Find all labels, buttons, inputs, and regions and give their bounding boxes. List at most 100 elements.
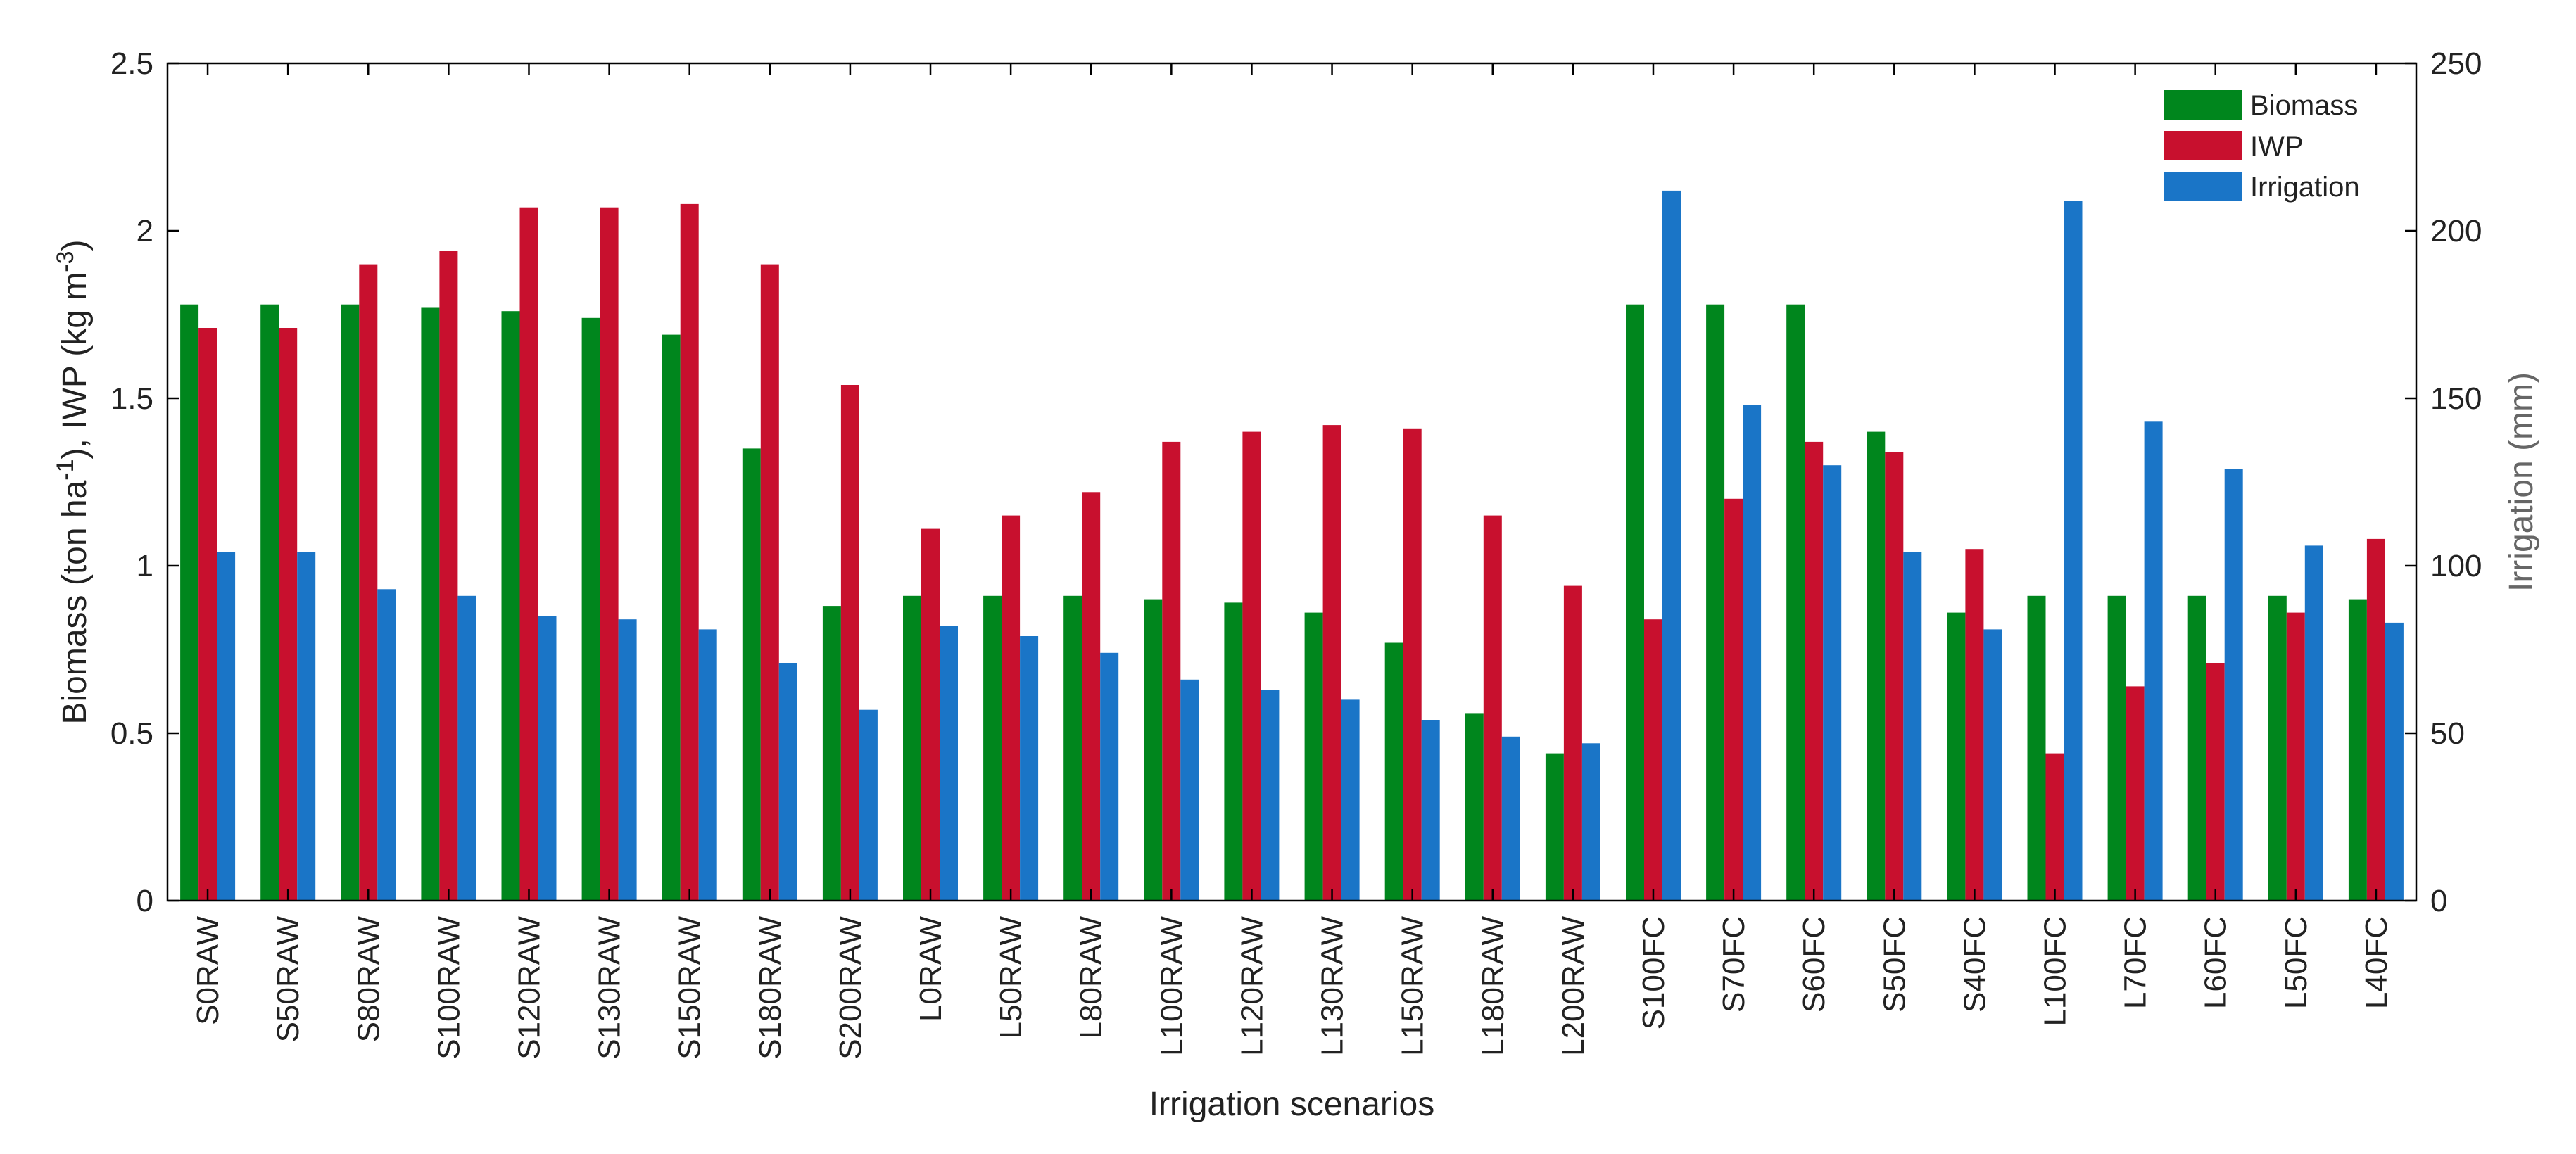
right-tick-label: 250 [2430, 46, 2482, 81]
bar-biomass-l150raw [1384, 642, 1403, 901]
left-tick-label: 1.5 [111, 381, 153, 416]
bar-irrigation-s100fc [1662, 190, 1681, 901]
bar-irrigation-s120raw [538, 616, 557, 901]
legend-swatch-iwp [2164, 131, 2242, 160]
bar-biomass-l50fc [2268, 595, 2287, 901]
bar-biomass-l120raw [1224, 602, 1243, 901]
bar-iwp-l150raw [1403, 428, 1422, 901]
bar-biomass-l180raw [1465, 713, 1484, 901]
bar-iwp-l100raw [1162, 441, 1181, 901]
category-label: S40FC [1957, 916, 1992, 1013]
bar-irrigation-l100raw [1180, 679, 1199, 901]
bar-irrigation-s180raw [778, 663, 797, 901]
bar-biomass-l100raw [1144, 599, 1163, 901]
right-tick-label: 50 [2430, 716, 2465, 751]
category-label: S130RAW [593, 916, 627, 1060]
bar-iwp-s120raw [519, 207, 538, 901]
bar-iwp-l70fc [2126, 686, 2145, 901]
bar-biomass-l70fc [2107, 595, 2126, 901]
category-label: S60FC [1797, 916, 1831, 1013]
bar-biomass-l50raw [983, 595, 1002, 901]
legend-label-irrigation: Irrigation [2250, 172, 2360, 203]
bar-irrigation-l40fc [2385, 622, 2404, 901]
category-label: S50FC [1877, 916, 1912, 1013]
category-label: L100RAW [1154, 916, 1189, 1056]
legend: Biomass IWP Irrigation [2164, 90, 2360, 203]
category-label: L0RAW [914, 916, 948, 1022]
bar-biomass-s40fc [1947, 612, 1966, 901]
bar-iwp-l50raw [1002, 515, 1021, 901]
bar-iwp-s150raw [680, 203, 699, 901]
legend-swatch-irrigation [2164, 172, 2242, 201]
bar-iwp-s180raw [760, 264, 779, 901]
right-tick-label: 200 [2430, 214, 2482, 248]
bar-iwp-s50fc [1885, 452, 1904, 901]
left-tick-label: 1 [137, 549, 153, 583]
bar-biomass-s0raw [180, 304, 199, 901]
category-label: S100RAW [431, 916, 466, 1060]
bar-iwp-s100fc [1644, 619, 1662, 901]
bar-irrigation-s100raw [457, 595, 476, 901]
bar-biomass-l100fc [2027, 595, 2046, 901]
bar-biomass-s50raw [260, 304, 279, 901]
category-label: L70FC [2119, 916, 2153, 1009]
bar-biomass-s70fc [1706, 304, 1725, 901]
category-label: S50RAW [271, 916, 305, 1043]
bar-irrigation-s40fc [1983, 629, 2002, 901]
bar-irrigation-s80raw [377, 589, 396, 901]
left-axis: 0 0.5 1 1.5 2 2.5 [111, 46, 179, 918]
category-label: L150RAW [1396, 916, 1430, 1056]
bar-biomass-s130raw [581, 317, 600, 901]
bar-iwp-s200raw [840, 385, 859, 901]
bar-irrigation-l130raw [1341, 699, 1360, 901]
bar-biomass-s120raw [501, 311, 520, 901]
category-label: L40FC [2359, 916, 2394, 1009]
category-label: S150RAW [673, 916, 707, 1060]
category-label: L80RAW [1074, 916, 1109, 1039]
category-label: S70FC [1717, 916, 1751, 1013]
bar-irrigation-s130raw [618, 619, 637, 901]
bar-iwp-l50fc [2286, 612, 2305, 901]
left-axis-title: Biomass (ton ha-1), IWP (kg m-3) [52, 239, 94, 724]
category-label: L200RAW [1556, 916, 1591, 1056]
bar-iwp-l0raw [921, 528, 940, 901]
bar-biomass-l200raw [1545, 753, 1564, 901]
bar-irrigation-l50fc [2304, 545, 2323, 901]
bar-irrigation-s200raw [859, 709, 878, 901]
category-label: L50FC [2279, 916, 2313, 1009]
bar-iwp-l60fc [2206, 663, 2225, 901]
category-label: S80RAW [351, 916, 386, 1043]
bar-biomass-s100raw [421, 307, 440, 901]
category-label: L60FC [2199, 916, 2233, 1009]
legend-label-iwp: IWP [2250, 131, 2304, 162]
bar-biomass-s80raw [341, 304, 360, 901]
left-tick-label: 2.5 [111, 46, 153, 81]
category-label: L50RAW [994, 916, 1028, 1039]
bar-iwp-l100fc [2045, 753, 2064, 901]
legend-swatch-biomass [2164, 90, 2242, 120]
bar-irrigation-s50raw [297, 552, 316, 901]
bar-irrigation-l150raw [1421, 720, 1440, 901]
bar-irrigation-l80raw [1100, 652, 1119, 901]
category-label: L180RAW [1476, 916, 1510, 1056]
bar-biomass-l80raw [1063, 595, 1082, 901]
bar-irrigation-s50fc [1903, 552, 1922, 901]
left-tick-label: 2 [137, 214, 153, 248]
category-label: S100FC [1636, 916, 1671, 1029]
bar-biomass-l0raw [903, 595, 921, 901]
bar-iwp-s0raw [198, 328, 217, 901]
bar-irrigation-l50raw [1020, 636, 1039, 901]
bars-layer [180, 190, 2404, 901]
bar-iwp-l130raw [1322, 425, 1341, 901]
bar-irrigation-l0raw [940, 626, 958, 901]
right-tick-label: 100 [2430, 549, 2482, 583]
bar-irrigation-s60fc [1823, 465, 1842, 901]
bar-iwp-s100raw [439, 251, 458, 901]
legend-label-biomass: Biomass [2250, 90, 2358, 121]
bar-irrigation-s70fc [1743, 405, 1762, 901]
category-label: S120RAW [512, 916, 546, 1060]
bar-irrigation-l200raw [1581, 743, 1600, 901]
bar-iwp-l200raw [1563, 585, 1582, 901]
top-axis-ticks [206, 63, 2378, 901]
bar-biomass-l130raw [1304, 612, 1323, 901]
